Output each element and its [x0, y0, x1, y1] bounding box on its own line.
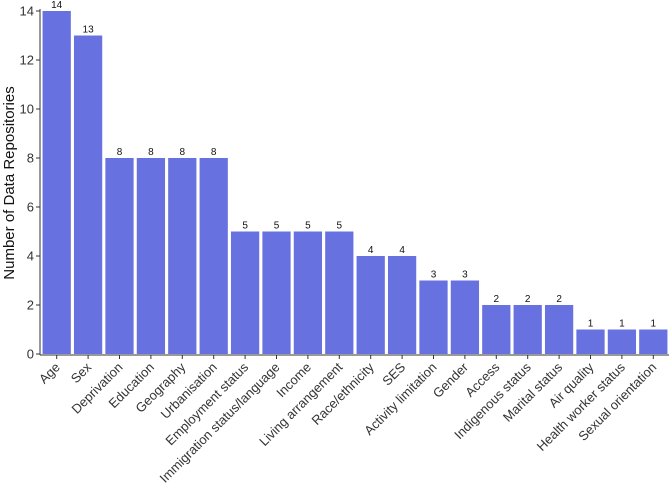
y-tick-label: 0 — [27, 347, 34, 362]
bar-value-label: 5 — [337, 221, 343, 232]
bar-value-label: 3 — [462, 270, 468, 281]
bar-value-label: 5 — [242, 221, 248, 232]
bar-value-label: 8 — [148, 147, 154, 158]
y-tick-label: 2 — [27, 298, 34, 313]
bar-value-label: 5 — [274, 221, 280, 232]
bar-value-label: 2 — [494, 294, 500, 305]
bar-value-label: 1 — [651, 319, 657, 330]
bar — [544, 305, 574, 354]
x-axis-ticks: Age SexDeprivationEducationGeographyUrban… — [36, 355, 659, 486]
bar — [356, 256, 385, 354]
bar — [73, 35, 103, 354]
bar — [513, 305, 542, 354]
bar-value-label: 3 — [431, 270, 437, 281]
bar-value-label: 2 — [525, 294, 531, 305]
x-tick-label: Sex — [68, 359, 95, 386]
y-tick-label: 6 — [27, 200, 34, 215]
bar — [639, 329, 668, 354]
bar — [576, 329, 605, 354]
x-tick-label: Age — [36, 360, 63, 387]
bar-value-label: 5 — [305, 221, 311, 232]
y-tick-label: 10 — [20, 102, 34, 117]
bars-group — [42, 11, 668, 354]
y-axis-ticks: 0 2 4 6 8 10 12 14 — [20, 4, 40, 362]
y-tick-label: 12 — [20, 53, 34, 68]
y-tick-label: 14 — [20, 4, 34, 19]
bar — [42, 11, 71, 354]
bar-value-label: 8 — [180, 147, 186, 158]
bar-value-label: 8 — [117, 147, 123, 158]
bar-value-label: 14 — [51, 0, 63, 11]
y-tick-label: 4 — [27, 249, 34, 264]
x-tick-label: Gender — [430, 359, 472, 401]
bar-value-label: 4 — [399, 245, 405, 256]
bar — [262, 231, 291, 354]
bar-value-label: 13 — [83, 25, 95, 36]
bar — [136, 158, 166, 354]
bar-value-label: 1 — [588, 319, 594, 330]
bar-value-label: 2 — [556, 294, 562, 305]
bar-value-label: 1 — [619, 319, 625, 330]
y-tick-label: 8 — [27, 151, 34, 166]
bar — [607, 329, 637, 354]
bar-value-label: 4 — [368, 245, 374, 256]
bar — [325, 231, 354, 354]
bar — [199, 158, 228, 354]
bar — [419, 280, 448, 354]
bar — [482, 305, 511, 354]
bar — [168, 158, 197, 354]
bar-value-labels: 14 13 8 8 8 8 5 5 5 5 4 4 3 3 2 2 2 1 1 1 — [51, 0, 656, 330]
bar — [230, 231, 260, 354]
bar — [293, 231, 323, 354]
bar — [105, 158, 134, 354]
bar — [387, 256, 417, 354]
y-axis-title: Number of Data Repositories — [1, 86, 18, 279]
bar-value-label: 8 — [211, 147, 217, 158]
bar — [450, 280, 480, 354]
